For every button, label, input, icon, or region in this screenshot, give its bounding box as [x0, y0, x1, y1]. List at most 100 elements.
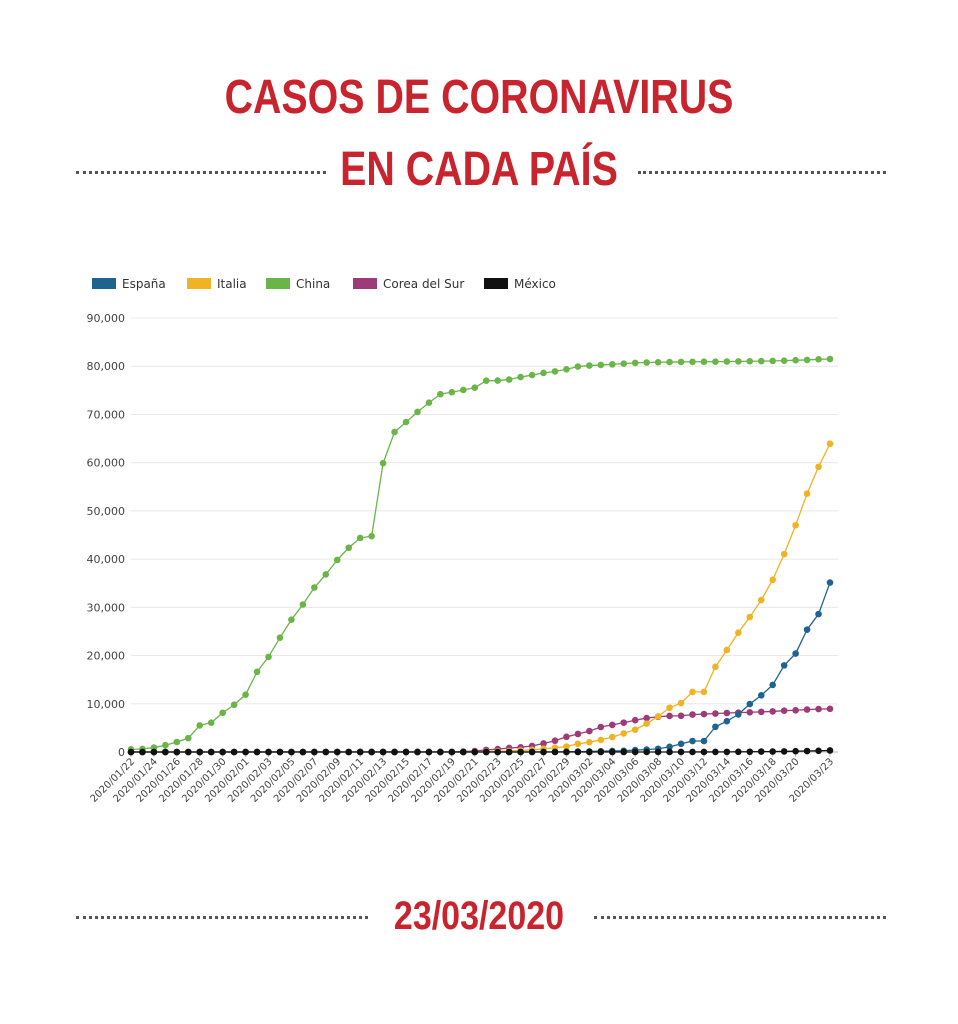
- data-point: [414, 408, 421, 416]
- data-point: [689, 688, 696, 696]
- data-point: [162, 741, 169, 749]
- title-line-2: EN CADA PAÍS: [340, 143, 618, 196]
- data-point: [643, 720, 650, 727]
- y-tick-label: 60,000: [87, 457, 126, 470]
- data-point: [540, 740, 547, 747]
- data-point: [586, 727, 593, 735]
- data-point: [826, 705, 834, 713]
- data-point: [689, 711, 696, 718]
- data-point: [757, 596, 765, 604]
- data-point: [379, 748, 387, 756]
- data-point: [815, 610, 822, 618]
- legend-swatch: [187, 278, 211, 289]
- data-point: [608, 733, 616, 741]
- data-point: [597, 736, 605, 744]
- series-italia: [127, 440, 834, 756]
- data-point: [482, 377, 490, 384]
- y-tick-label: 0: [118, 746, 125, 759]
- data-point: [574, 730, 582, 738]
- data-point: [723, 646, 731, 654]
- data-point: [299, 748, 307, 756]
- data-point: [815, 463, 822, 471]
- data-point: [173, 738, 181, 746]
- data-point: [689, 748, 696, 756]
- data-point: [219, 709, 226, 717]
- y-tick-label: 50,000: [87, 505, 126, 518]
- series-china: [127, 355, 834, 753]
- legend-swatch: [353, 278, 377, 289]
- data-point: [735, 711, 742, 718]
- y-tick-label: 90,000: [87, 312, 126, 325]
- data-point: [356, 534, 364, 542]
- data-point: [654, 358, 662, 366]
- data-point: [666, 704, 673, 712]
- data-point: [631, 716, 639, 724]
- legend-swatch: [92, 278, 116, 289]
- data-point: [299, 601, 307, 608]
- data-point: [620, 748, 628, 756]
- legend-label: Italia: [217, 277, 247, 291]
- data-point: [723, 748, 731, 756]
- data-point: [551, 737, 559, 745]
- data-point: [597, 748, 605, 756]
- data-point: [391, 428, 398, 436]
- data-point: [792, 521, 799, 529]
- data-point: [517, 373, 524, 381]
- data-point: [700, 748, 708, 756]
- data-point: [757, 748, 765, 755]
- data-point: [494, 377, 501, 384]
- data-point: [597, 723, 605, 731]
- data-point: [391, 748, 398, 756]
- data-point: [769, 576, 776, 584]
- data-point: [460, 748, 467, 756]
- data-point: [471, 384, 479, 391]
- data-point: [333, 748, 341, 756]
- data-point: [528, 748, 536, 756]
- data-point: [712, 710, 719, 717]
- data-point: [196, 722, 204, 729]
- data-point: [677, 712, 685, 720]
- data-point: [643, 359, 650, 366]
- data-point: [471, 748, 479, 756]
- data-point: [608, 748, 616, 756]
- data-point: [826, 440, 834, 448]
- data-point: [368, 748, 375, 756]
- data-point: [402, 748, 410, 756]
- data-point: [780, 707, 788, 714]
- series-line: [130, 358, 831, 751]
- data-point: [769, 357, 776, 365]
- data-point: [631, 748, 639, 756]
- legend-label: Corea del Sur: [383, 277, 464, 291]
- data-point: [402, 418, 410, 426]
- data-point: [712, 663, 719, 671]
- data-point: [654, 748, 662, 756]
- data-point: [551, 368, 559, 375]
- data-point: [723, 709, 731, 717]
- data-point: [253, 748, 261, 756]
- data-point: [803, 490, 811, 497]
- data-point: [723, 717, 731, 725]
- data-point: [757, 357, 765, 365]
- data-point: [253, 668, 261, 676]
- series-españa: [127, 579, 834, 756]
- data-point: [792, 747, 799, 755]
- data-point: [723, 358, 731, 365]
- data-point: [700, 737, 708, 745]
- data-point: [448, 388, 456, 396]
- data-point: [654, 713, 662, 720]
- data-point: [219, 748, 226, 756]
- data-point: [322, 748, 330, 756]
- data-point: [379, 459, 387, 467]
- data-point: [288, 616, 295, 623]
- data-point: [735, 629, 742, 636]
- data-point: [276, 634, 284, 641]
- data-point: [700, 688, 708, 696]
- data-point: [230, 748, 238, 756]
- data-point: [311, 748, 318, 756]
- data-point: [563, 733, 570, 741]
- legend-item: México: [484, 277, 556, 291]
- legend-item: Italia: [187, 277, 247, 291]
- data-point: [689, 737, 696, 745]
- data-point: [780, 550, 788, 558]
- data-point: [563, 748, 570, 756]
